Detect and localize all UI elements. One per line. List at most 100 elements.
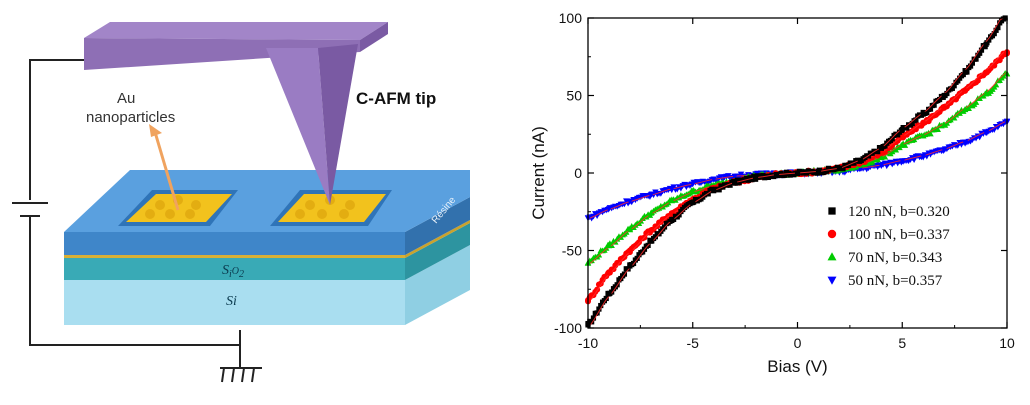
data-marker: [944, 90, 950, 97]
data-point: [731, 173, 738, 180]
data-marker: [889, 136, 895, 142]
data-point: [815, 168, 822, 175]
data-point: [668, 197, 675, 204]
data-marker: [931, 102, 937, 108]
data-marker: [991, 31, 997, 37]
data-marker: [934, 126, 941, 132]
data-point: [773, 171, 780, 178]
data-point: [878, 154, 885, 160]
data-marker: [972, 99, 980, 105]
y-tick-label: 0: [574, 165, 582, 181]
data-marker: [749, 177, 755, 183]
data-point: [962, 69, 968, 75]
data-point: [899, 127, 905, 133]
y-tick-label: 100: [559, 10, 583, 26]
data-marker: [824, 168, 830, 174]
data-point: [606, 291, 612, 297]
legend-entry: 50 nN, b=0.357: [827, 273, 943, 289]
si-label: Si: [226, 294, 237, 309]
data-marker: [924, 110, 930, 116]
gold-film-front: [64, 255, 405, 258]
data-point: [940, 147, 948, 154]
data-point: [961, 139, 969, 146]
data-marker: [727, 182, 733, 188]
data-marker: [986, 37, 992, 43]
data-point: [899, 141, 906, 148]
data-marker: [595, 251, 603, 258]
cantilever-front: [84, 38, 360, 70]
data-point: [982, 90, 990, 97]
data-point: [920, 132, 927, 139]
x-tick-label: 0: [794, 335, 802, 351]
resist-layer-front: [64, 232, 405, 255]
gold-film-side: [405, 220, 470, 258]
data-marker: [594, 310, 600, 316]
legend-marker: [828, 207, 836, 215]
c-afm-schematic: Au nanoparticles C-AFM tip Résine SiO2 S…: [12, 22, 470, 383]
legend-marker: [827, 276, 837, 285]
au-pointer-arrow: [153, 131, 180, 211]
data-point: [920, 120, 927, 127]
data-point: [626, 247, 633, 254]
data-marker: [951, 83, 957, 89]
data-point: [669, 216, 675, 223]
data-point: [690, 199, 696, 206]
data-point: [605, 242, 613, 249]
data-marker: [995, 25, 1001, 31]
cantilever-top: [84, 22, 388, 40]
data-point: [668, 186, 675, 192]
data-marker: [598, 302, 604, 309]
data-point: [899, 158, 906, 164]
data-marker: [927, 106, 934, 112]
sio2-layer-front: [64, 258, 405, 280]
legend: 120 nN, b=0.320 100 nN, b=0.337 70 nN, b=0…: [827, 204, 950, 289]
data-point: [983, 41, 989, 47]
data-point: [920, 111, 926, 117]
data-point: [605, 206, 613, 213]
data-marker: [965, 105, 972, 111]
data-point: [962, 87, 969, 94]
data-point: [983, 69, 990, 76]
data-point: [982, 130, 990, 137]
data-point: [689, 188, 696, 194]
x-tick-label: 5: [898, 335, 906, 351]
afm-tip-right-face: [318, 44, 358, 205]
x-tick-label: 10: [999, 335, 1015, 351]
si-layer-side: [405, 245, 470, 325]
legend-entry: 100 nN, b=0.337: [827, 227, 950, 243]
data-point: [961, 106, 969, 112]
legend-label: 100 nN, b=0.337: [848, 227, 950, 243]
data-marker: [652, 234, 659, 240]
y-axis-label: Current (nA): [529, 126, 548, 220]
legend-marker: [827, 252, 837, 261]
au-label: Au: [117, 90, 135, 107]
data-marker: [609, 289, 615, 295]
data-point: [941, 104, 948, 111]
data-point: [710, 176, 717, 183]
data-point: [626, 198, 634, 205]
data-marker: [977, 50, 983, 56]
y-tick-label: -50: [562, 243, 582, 259]
resist-layer-side: [405, 197, 470, 255]
data-point: [647, 192, 655, 199]
legend-label: 50 nN, b=0.357: [848, 273, 943, 289]
data-marker: [618, 275, 624, 282]
nanoparticles-label: nanoparticles: [86, 109, 175, 126]
si-layer-front: [64, 280, 405, 325]
data-marker: [589, 319, 595, 325]
x-axis-label: Bias (V): [767, 357, 827, 376]
data-marker: [875, 149, 881, 155]
au-patch-right: [278, 194, 386, 222]
circuit-wire: [29, 59, 241, 346]
data-point: [857, 158, 863, 164]
data-marker: [625, 266, 631, 272]
y-tick-label: -100: [554, 320, 582, 336]
data-marker: [973, 56, 979, 62]
x-tick-label: -10: [578, 335, 598, 351]
data-marker: [782, 172, 788, 178]
data-marker: [603, 295, 609, 302]
au-nanoparticle-texture: [145, 195, 355, 219]
legend-entry: 120 nN, b=0.320: [828, 204, 950, 220]
